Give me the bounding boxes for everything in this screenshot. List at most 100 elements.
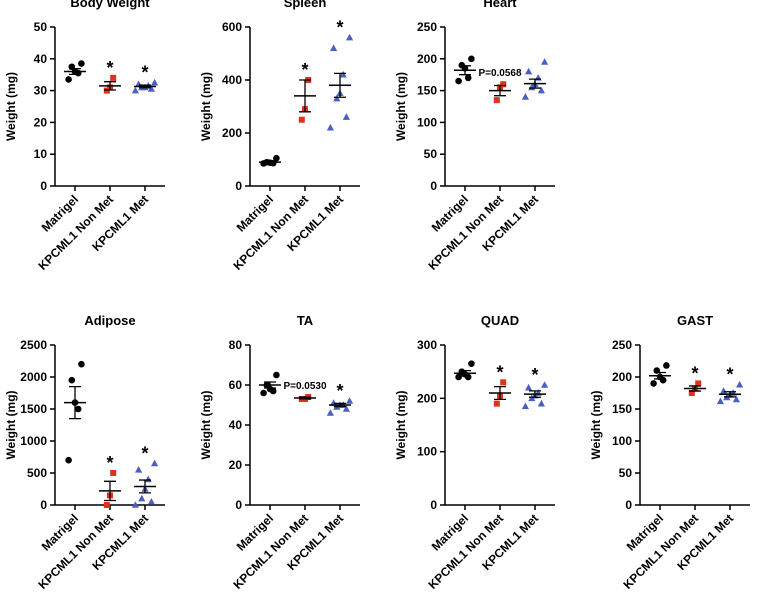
- point: [103, 502, 110, 508]
- y-tick-label: 50: [424, 147, 438, 161]
- point: [500, 81, 507, 88]
- point: [151, 78, 159, 86]
- panel-title: Body Weight: [70, 0, 150, 10]
- point: [298, 116, 305, 123]
- sem-bar: [654, 371, 666, 380]
- point: [455, 373, 462, 381]
- y-tick-label: 100: [417, 445, 437, 459]
- sem-bar: [264, 381, 276, 389]
- sem-bar: [264, 160, 276, 164]
- sem-bar: [104, 480, 116, 502]
- point: [131, 501, 139, 508]
- y-axis-label: Weight (mg): [394, 72, 408, 141]
- sem-bar: [494, 84, 506, 97]
- point: [65, 76, 72, 83]
- y-tick-label: 2000: [20, 370, 47, 384]
- sem-bar: [459, 65, 471, 76]
- y-tick-label: 0: [430, 179, 437, 193]
- panel-title: Spleen: [284, 0, 327, 10]
- y-tick-label: 0: [625, 498, 632, 512]
- y-tick-label: 50: [34, 20, 48, 34]
- point: [110, 74, 117, 81]
- sem-bar: [69, 68, 81, 76]
- sem-bar: [69, 385, 81, 420]
- y-tick-label: 40: [34, 52, 48, 66]
- y-axis-label: Weight (mg): [199, 390, 213, 459]
- annotation: *: [726, 365, 733, 385]
- point: [147, 85, 155, 92]
- y-tick-label: 1500: [20, 402, 47, 416]
- point: [260, 389, 267, 397]
- point: [333, 94, 341, 102]
- point: [455, 77, 462, 85]
- point: [468, 360, 475, 367]
- point: [342, 405, 350, 412]
- point: [500, 379, 507, 386]
- y-axis-label: Weight (mg): [394, 390, 408, 459]
- point: [269, 387, 277, 395]
- point: [131, 86, 139, 94]
- sem-bar: [494, 385, 506, 401]
- annotation: *: [496, 362, 503, 382]
- point: [151, 459, 159, 467]
- panel-title: GAST: [677, 313, 713, 328]
- point: [74, 405, 82, 413]
- point: [78, 60, 85, 67]
- point: [464, 74, 472, 82]
- y-tick-label: 50: [619, 466, 633, 480]
- annotation: *: [106, 58, 113, 78]
- point: [468, 55, 475, 63]
- y-tick-label: 200: [417, 52, 437, 66]
- y-tick-label: 0: [40, 179, 47, 193]
- y-tick-label: 200: [417, 391, 437, 405]
- y-tick-label: 10: [34, 147, 48, 161]
- y-tick-label: 150: [417, 84, 437, 98]
- sem-bar: [529, 390, 541, 398]
- panel-title: TA: [297, 313, 314, 328]
- sem-bar: [139, 84, 151, 89]
- y-tick-label: 150: [612, 402, 632, 416]
- point: [110, 470, 117, 476]
- point: [716, 397, 724, 405]
- point: [525, 67, 533, 75]
- point: [688, 390, 695, 396]
- point: [135, 466, 143, 473]
- point: [493, 400, 500, 407]
- point: [541, 381, 549, 388]
- point: [695, 380, 702, 387]
- point: [537, 399, 545, 407]
- point: [68, 376, 76, 384]
- point: [138, 494, 146, 502]
- point: [732, 395, 740, 403]
- y-tick-label: 0: [430, 498, 437, 512]
- panel-title: Adipose: [84, 313, 135, 328]
- point: [521, 93, 529, 100]
- annotation: *: [336, 381, 343, 401]
- sem-bar: [104, 81, 116, 91]
- point: [650, 380, 657, 387]
- y-axis-label: Weight (mg): [199, 72, 213, 141]
- y-tick-label: 600: [222, 20, 242, 34]
- y-tick-label: 40: [229, 418, 243, 432]
- y-tick-label: 500: [27, 466, 47, 480]
- y-tick-label: 250: [417, 20, 437, 34]
- y-tick-label: 200: [612, 370, 632, 384]
- sem-bar: [334, 402, 346, 408]
- y-tick-label: 20: [34, 115, 48, 129]
- sem-bar: [529, 78, 541, 89]
- annotation: *: [141, 443, 148, 463]
- point: [78, 360, 85, 368]
- y-tick-label: 1000: [20, 434, 47, 448]
- y-axis-label: Weight (mg): [589, 390, 603, 459]
- y-tick-label: 2500: [20, 338, 47, 352]
- point: [144, 475, 152, 483]
- y-tick-label: 300: [417, 338, 437, 352]
- sem-bar: [299, 79, 311, 113]
- point: [342, 113, 350, 120]
- point: [346, 397, 354, 404]
- point: [65, 456, 72, 464]
- sem-bar: [459, 369, 471, 377]
- y-axis-label: Weight (mg): [4, 72, 18, 141]
